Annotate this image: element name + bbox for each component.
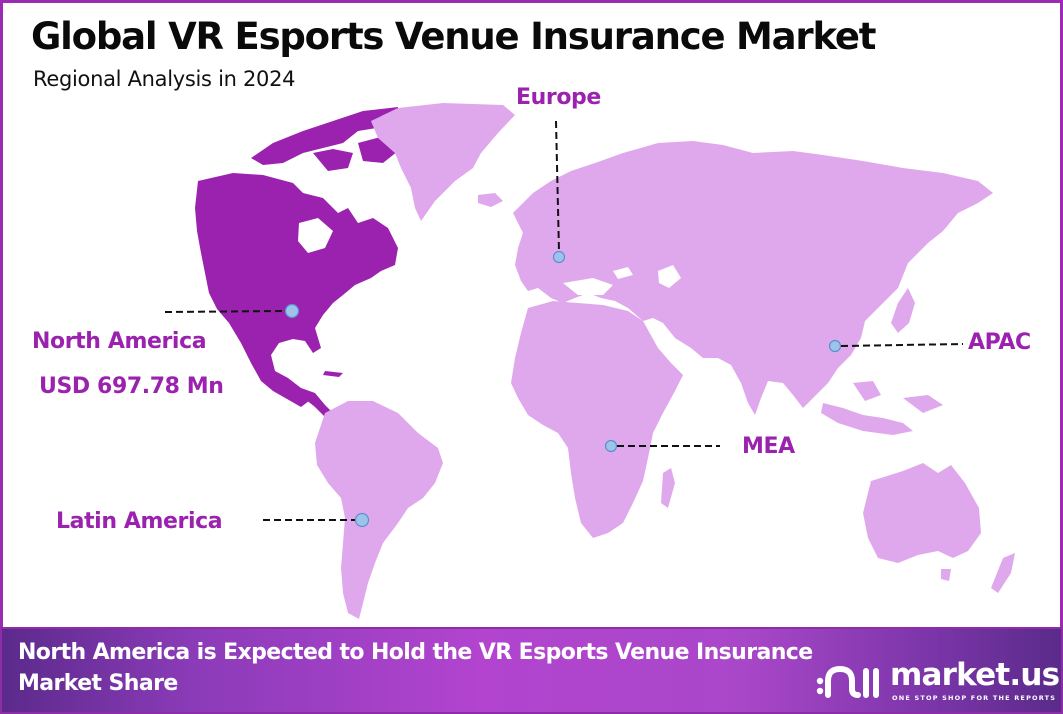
label-north-america-value: USD 697.78 Mn <box>39 374 224 399</box>
brand-tagline: ONE STOP SHOP FOR THE REPORTS <box>892 694 1057 702</box>
label-europe: Europe <box>516 85 601 110</box>
world-map <box>164 103 1015 619</box>
marker-north-america[interactable] <box>284 303 300 319</box>
footer-banner: North America is Expected to Hold the VR… <box>0 627 1063 714</box>
region-latin-america <box>315 401 443 619</box>
leader-line-apac <box>840 343 964 347</box>
region-australia <box>863 463 1015 593</box>
marker-apac[interactable] <box>828 339 842 353</box>
region-north-america[interactable] <box>195 107 398 417</box>
label-north-america: North America <box>32 329 207 354</box>
label-latin-america: Latin America <box>56 509 223 534</box>
market-us-logo-icon <box>816 665 879 698</box>
page-title: Global VR Esports Venue Insurance Market <box>31 15 876 58</box>
label-apac: APAC <box>968 330 1031 355</box>
region-eurasia <box>513 141 993 435</box>
label-mea: MEA <box>742 434 795 459</box>
region-africa <box>511 301 683 538</box>
brand-name: market.us <box>890 657 1060 693</box>
footer-headline: North America is Expected to Hold the VR… <box>18 640 813 696</box>
marker-latin-america[interactable] <box>354 512 370 528</box>
region-greenland <box>371 103 515 221</box>
brand-logo[interactable]: market.us ONE STOP SHOP FOR THE REPORTS <box>814 657 1060 709</box>
leader-line-north-america <box>164 310 287 313</box>
page-subtitle: Regional Analysis in 2024 <box>33 67 296 91</box>
marker-mea[interactable] <box>604 439 618 453</box>
leader-lines <box>164 120 964 521</box>
marker-europe[interactable] <box>552 250 566 264</box>
